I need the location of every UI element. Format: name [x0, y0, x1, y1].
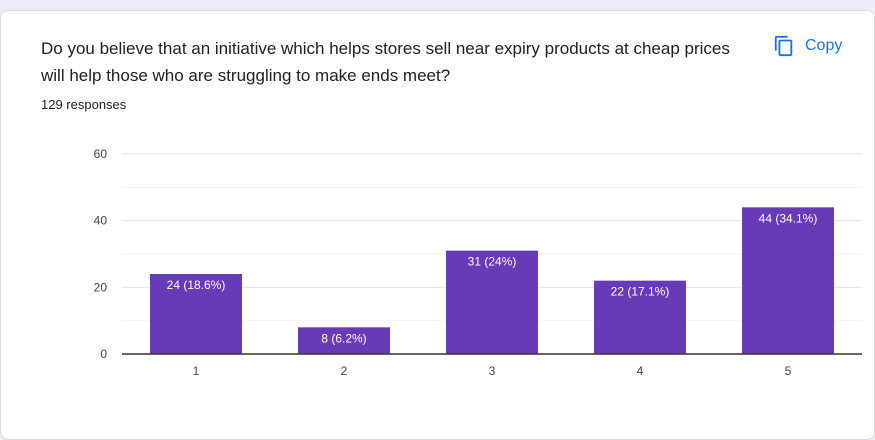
- x-tick-label: 3: [489, 364, 496, 378]
- question-card: Do you believe that an initiative which …: [0, 10, 875, 440]
- bar-data-label: 8 (6.2%): [321, 331, 366, 345]
- y-tick-label: 0: [100, 347, 107, 361]
- question-title: Do you believe that an initiative which …: [41, 39, 730, 85]
- response-count: 129 responses: [41, 97, 127, 112]
- x-tick-label: 1: [193, 364, 200, 378]
- copy-button[interactable]: Copy: [765, 31, 850, 61]
- copy-icon: [773, 35, 795, 57]
- y-tick-label: 20: [94, 280, 108, 294]
- bar: [742, 207, 834, 354]
- bar: [446, 250, 538, 354]
- y-tick-label: 60: [94, 147, 108, 161]
- bar: [150, 274, 242, 354]
- bar-chart: 0 20 40 60 24 (18.6%) 1 8 (6.2%) 2 31 (24%) 3 22 (…: [94, 147, 862, 378]
- y-tick-label: 40: [94, 214, 108, 228]
- copy-button-label: Copy: [805, 37, 843, 54]
- bar-data-label: 24 (18.6%): [167, 278, 226, 292]
- x-tick-label: 2: [341, 364, 348, 378]
- bar-data-label: 31 (24%): [468, 255, 517, 269]
- bar: [594, 280, 686, 354]
- bar-data-label: 22 (17.1%): [611, 285, 670, 299]
- x-tick-label: 4: [637, 364, 644, 378]
- x-tick-label: 5: [785, 364, 792, 378]
- bar: [298, 327, 390, 354]
- bar-data-label: 44 (34.1%): [759, 211, 818, 225]
